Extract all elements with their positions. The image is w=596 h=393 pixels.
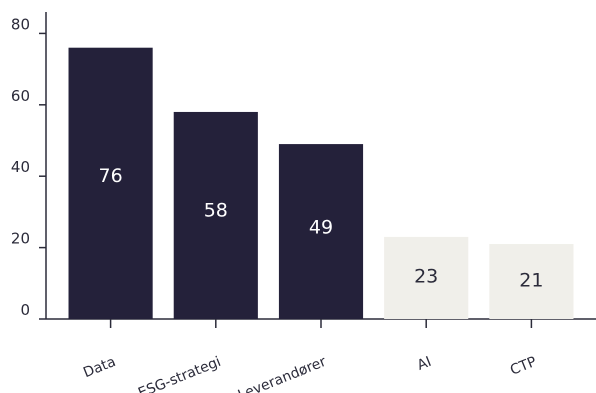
y-axis: 0 20 40 60 80 xyxy=(11,12,47,320)
bar-value-label: 21 xyxy=(519,269,543,291)
y-tick-label: 60 xyxy=(11,87,30,105)
data-labels: 76 58 49 23 21 xyxy=(99,165,544,291)
y-tick-label: 20 xyxy=(11,230,30,248)
bar-value-label: 23 xyxy=(414,265,438,287)
y-tick-label: 0 xyxy=(20,301,30,319)
x-axis: Data ESG-strategi Leverandører AI CTP xyxy=(46,318,596,393)
x-tick-label: CTP xyxy=(508,354,539,379)
y-tick-label: 80 xyxy=(11,15,30,33)
bar-value-label: 76 xyxy=(99,165,123,187)
x-tick-label: ESG-strategi xyxy=(136,354,223,393)
bar-leverand-rer xyxy=(278,144,364,319)
bars xyxy=(68,47,574,320)
x-tick-label: Data xyxy=(81,354,118,381)
bar-ctp xyxy=(489,244,574,319)
bar-ai xyxy=(384,236,469,319)
x-tick-label: Leverandører xyxy=(236,354,329,393)
bar-value-label: 49 xyxy=(309,216,333,238)
bar-esg-strategi xyxy=(173,111,258,319)
x-tick-label: AI xyxy=(415,354,434,374)
bar-data xyxy=(68,47,153,320)
bar-value-label: 58 xyxy=(204,199,228,221)
y-tick-label: 40 xyxy=(11,158,30,176)
